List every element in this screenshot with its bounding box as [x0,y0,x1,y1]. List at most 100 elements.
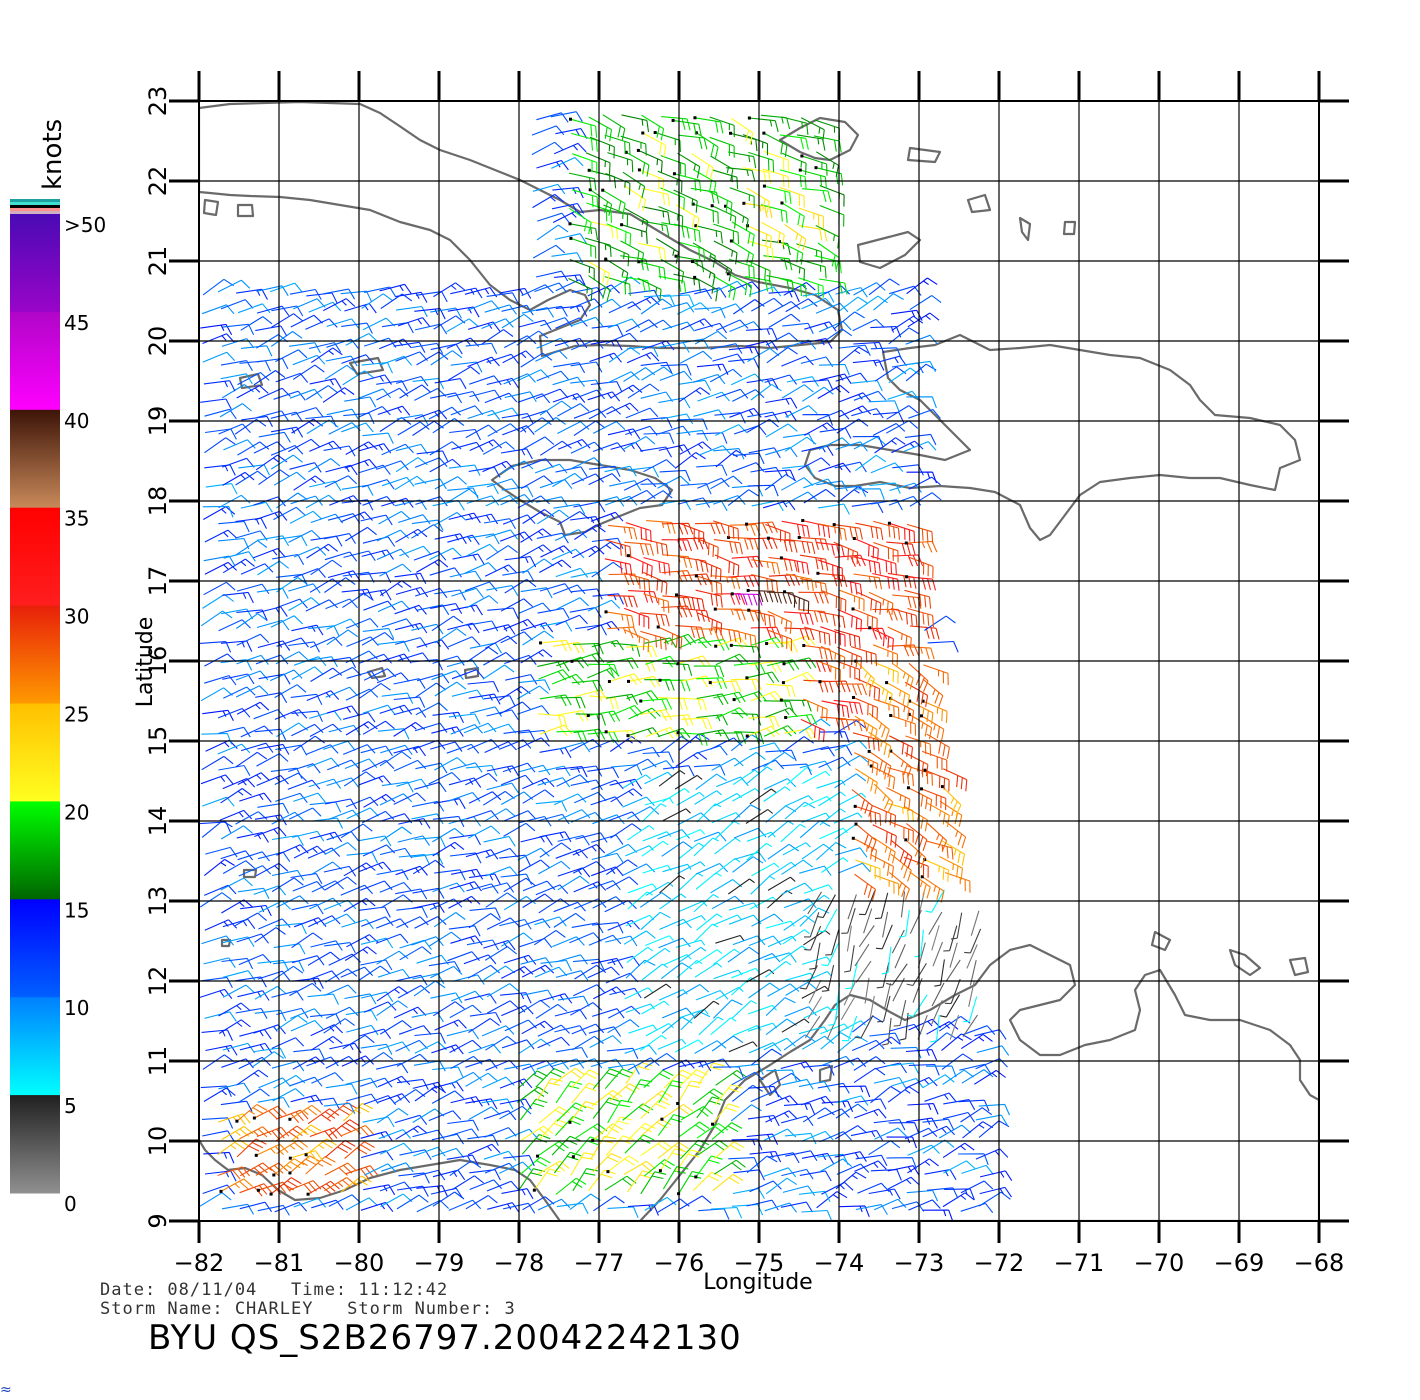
wind-barb [765,423,798,438]
wind-barb [414,836,446,848]
wind-barb [765,523,791,546]
wind-barb [676,960,703,979]
wind-barb [627,883,657,894]
wind-barb [481,1098,514,1110]
wind-barb [539,831,572,843]
wind-barb [572,153,598,175]
wind-barb [484,635,518,649]
wind-barb [782,1185,816,1196]
wind-barb [851,1039,885,1052]
wind-barb [467,1143,501,1156]
wind-barb [501,313,534,329]
wind-barb [710,155,734,181]
wind-barb [396,305,428,318]
wind-barb [799,965,818,990]
wind-barb [697,639,730,651]
wind-barb [521,410,555,421]
wind-barb [804,422,837,436]
wind-barb [396,1194,429,1210]
wind-barb [712,626,742,643]
wind-barb [765,1177,798,1195]
wind-barb [868,591,894,615]
wind-barb [258,387,291,400]
rain-flag [867,749,871,753]
wind-barb [235,470,268,486]
wind-barb [748,151,775,172]
wind-barb [288,807,322,820]
rain-flag [802,644,806,648]
rain-flag [889,713,893,717]
wind-barb [646,520,676,535]
wind-barb [802,414,834,426]
y-tick-label: 14 [144,806,172,837]
rain-flag [818,680,822,684]
wind-barb [927,640,959,653]
wind-barb [376,387,409,401]
wind-barb [783,433,815,445]
wind-barb [345,333,378,346]
rain-flag [627,679,631,683]
footer-storm-line: Storm Name: CHARLEY Storm Number: 3 [100,1299,516,1319]
wind-barb [411,853,444,865]
wind-barb [869,627,894,651]
colorbar-band [10,311,60,411]
wind-barb [485,1035,517,1051]
wind-barb [604,134,631,155]
rain-flag [905,575,909,579]
wind-barb [873,1198,907,1211]
wind-barb [728,1157,760,1169]
wind-barb [500,774,534,786]
rain-flag [693,116,697,120]
rain-flag [588,188,592,192]
wind-barb [236,933,270,944]
rain-flag [906,786,910,790]
y-tick-label: 17 [144,566,172,597]
wind-barb [835,441,868,452]
wind-barb [397,1078,429,1091]
wind-barb [661,1007,695,1019]
wind-barb [943,925,958,952]
wind-barb [748,447,781,459]
wind-barb [764,469,796,482]
wind-barb [748,935,782,947]
wind-barb [605,1135,635,1156]
wind-barb [855,768,878,795]
wind-barb [500,631,533,644]
wind-barb [839,589,865,612]
wind-barb [640,630,667,651]
wind-barb [802,188,832,203]
wind-barb [695,589,723,608]
wind-barb [622,796,655,808]
wind-barb [610,788,643,803]
wind-barb [655,131,681,153]
colorbar-label: 0 [64,1192,77,1216]
wind-barb [663,294,695,306]
wind-barb [341,422,374,433]
y-tick-label: 22 [144,166,172,197]
wind-barb [379,704,413,715]
wind-barb [310,940,343,951]
rain-flag [851,836,855,840]
wind-barb [938,1124,972,1139]
rain-flag [783,590,787,594]
wind-barb [452,1175,484,1191]
wind-barb [908,408,941,419]
wind-barb [415,762,448,774]
wind-barb [572,861,606,874]
wind-barb [202,593,235,609]
wind-barb [345,721,378,736]
wind-barb [859,890,876,916]
wind-barb [482,460,515,473]
wind-barb [308,915,341,928]
wind-barb [889,482,922,493]
wind-barb [675,939,706,948]
wind-barb [485,866,519,877]
wind-barb [660,413,694,425]
wind-barb [781,1018,810,1033]
wind-barb [486,292,519,304]
wind-barb [218,726,251,738]
rain-flag [729,239,733,243]
wind-barb [696,558,722,582]
wind-barb [768,537,798,553]
wind-barb [344,458,378,469]
